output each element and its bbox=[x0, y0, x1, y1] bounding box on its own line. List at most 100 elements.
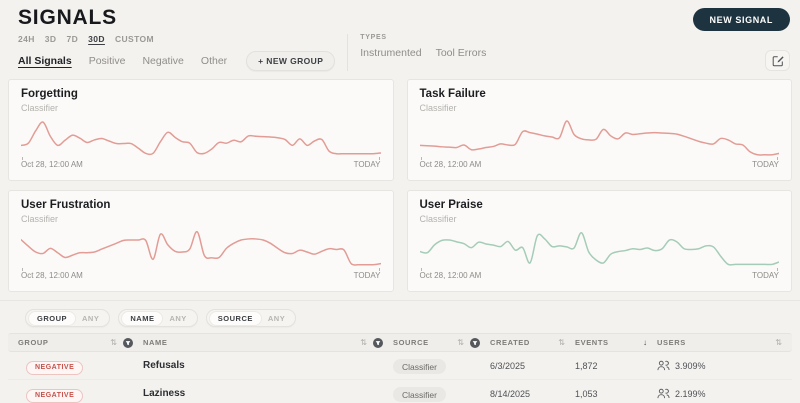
filter-chip-source[interactable]: SOURCE ANY bbox=[205, 309, 297, 327]
sort-icon-name[interactable]: ⇅ bbox=[360, 337, 367, 347]
table-body: NEGATIVE Refusals Classifier 6/3/2025 1,872 3… bbox=[8, 352, 792, 403]
new-group-button[interactable]: + NEW GROUP bbox=[246, 51, 336, 71]
filter-icon-name[interactable] bbox=[373, 337, 383, 348]
sparkline bbox=[420, 115, 780, 159]
sparkline bbox=[21, 115, 381, 159]
users-value: 2.199% bbox=[675, 388, 706, 399]
sparkline bbox=[420, 226, 780, 270]
time-range-7d[interactable]: 7D bbox=[66, 34, 79, 44]
cell-source: Classifier bbox=[393, 385, 490, 403]
group-badge: NEGATIVE bbox=[26, 388, 84, 403]
new-signal-button[interactable]: NEW SIGNAL bbox=[692, 8, 790, 31]
chart-subtitle: Classifier bbox=[419, 214, 457, 224]
filter-chip-name[interactable]: NAME ANY bbox=[118, 309, 198, 327]
cell-created: 6/3/2025 bbox=[490, 360, 526, 371]
filter-chips: GROUP ANY NAME ANY SOURCE ANY bbox=[0, 309, 800, 327]
column-label: CREATED bbox=[490, 338, 530, 347]
cell-name: Refusals bbox=[143, 360, 185, 371]
users-value: 3.909% bbox=[675, 360, 706, 371]
edit-layout-button[interactable] bbox=[765, 50, 790, 71]
axis-start-label: Oct 28, 12:00 AM bbox=[419, 160, 482, 169]
table-row-laziness[interactable]: NEGATIVE Laziness Classifier 8/14/2025 1,053… bbox=[8, 380, 792, 403]
chart-axis: Oct 28, 12:00 AM TODAY bbox=[21, 271, 381, 280]
axis-start-label: Oct 28, 12:00 AM bbox=[21, 160, 83, 169]
cell-name: Laziness bbox=[143, 388, 186, 399]
cell-group: NEGATIVE bbox=[18, 384, 143, 403]
sort-icon-created[interactable]: ⇅ bbox=[558, 337, 565, 347]
axis-start-label: Oct 28, 12:00 AM bbox=[21, 271, 83, 280]
filter-icon-group[interactable] bbox=[123, 337, 133, 348]
axis-tick-end bbox=[378, 157, 380, 160]
table-header: GROUP ⇅ NAME ⇅ SOURCE ⇅ CREATED ⇅ EVENTS ↓ USERS ⇅ bbox=[8, 333, 792, 352]
chart-subtitle: Classifier bbox=[21, 214, 59, 224]
source-chip: Classifier bbox=[393, 387, 446, 402]
column-label: EVENTS bbox=[575, 338, 609, 347]
edit-icon bbox=[772, 55, 784, 67]
cell-users: 2.199% bbox=[657, 388, 792, 399]
charts-grid: Forgetting Classifier Oct 28, 12:00 AM TODA… bbox=[0, 71, 800, 292]
axis-end-label: TODAY bbox=[752, 160, 779, 169]
tab-all-signals[interactable]: All Signals bbox=[18, 55, 72, 67]
column-header-created: CREATED ⇅ bbox=[490, 334, 575, 351]
column-label: SOURCE bbox=[393, 338, 429, 347]
users-icon bbox=[657, 360, 670, 371]
axis-start-label: Oct 28, 12:00 AM bbox=[419, 271, 482, 280]
chart-card-forgetting[interactable]: Forgetting Classifier Oct 28, 12:00 AM TODA… bbox=[8, 79, 394, 181]
filter-chip-value: ANY bbox=[169, 313, 187, 323]
chart-card-user-frustration[interactable]: User Frustration Classifier Oct 28, 12:00 … bbox=[8, 190, 394, 292]
column-header-events: EVENTS ↓ bbox=[575, 334, 657, 351]
chart-title: User Praise bbox=[419, 199, 483, 211]
chart-axis: Oct 28, 12:00 AM TODAY bbox=[420, 160, 780, 169]
axis-tick-end bbox=[777, 268, 778, 271]
chart-title: User Frustration bbox=[21, 199, 111, 211]
axis-tick-start bbox=[420, 157, 422, 160]
chart-axis: Oct 28, 12:00 AM TODAY bbox=[21, 160, 381, 169]
users-icon bbox=[657, 388, 670, 399]
tab-negative[interactable]: Negative bbox=[142, 55, 184, 67]
nav-row: 24H 3D 7D 30D CUSTOM All Signals Positive Nega… bbox=[0, 31, 800, 71]
cell-group: NEGATIVE bbox=[18, 356, 143, 375]
time-range-3d[interactable]: 3D bbox=[44, 34, 57, 44]
column-header-source: SOURCE ⇅ bbox=[393, 334, 490, 351]
chart-card-task-failure[interactable]: Task Failure Classifier Oct 28, 12:00 AM TO… bbox=[406, 79, 792, 181]
tab-other[interactable]: Other bbox=[200, 55, 228, 67]
cell-events: 1,872 bbox=[575, 360, 598, 371]
type-instrumented[interactable]: Instrumented bbox=[360, 47, 422, 59]
time-range-custom[interactable]: CUSTOM bbox=[114, 34, 155, 44]
page-title: SIGNALS bbox=[18, 6, 117, 29]
filter-icon-source[interactable] bbox=[470, 337, 480, 348]
sort-icon-source[interactable]: ⇅ bbox=[457, 337, 464, 347]
chart-subtitle: Classifier bbox=[21, 103, 59, 113]
time-range-30d[interactable]: 30D bbox=[88, 34, 105, 44]
filter-chip-value: ANY bbox=[82, 313, 100, 323]
page-header: SIGNALS NEW SIGNAL bbox=[0, 0, 800, 31]
filter-chip-key: SOURCE bbox=[208, 310, 262, 326]
axis-end-label: TODAY bbox=[353, 160, 381, 169]
chart-title: Task Failure bbox=[419, 88, 486, 100]
chart-subtitle: Classifier bbox=[419, 103, 457, 113]
axis-tick-start bbox=[22, 157, 23, 160]
type-tool-errors[interactable]: Tool Errors bbox=[435, 47, 487, 59]
types-section: TYPES Instrumented Tool Errors bbox=[360, 34, 486, 71]
chart-axis: Oct 28, 12:00 AM TODAY bbox=[420, 271, 780, 280]
sort-icon-group[interactable]: ⇅ bbox=[110, 337, 117, 347]
sort-icon-users[interactable]: ⇅ bbox=[775, 337, 782, 347]
signals-panel: GROUP ANY NAME ANY SOURCE ANY GROUP ⇅ NAME ⇅ SOUR… bbox=[0, 300, 800, 403]
vertical-divider bbox=[347, 34, 349, 71]
time-range-24h[interactable]: 24H bbox=[18, 34, 35, 44]
types-label: TYPES bbox=[360, 34, 387, 41]
chart-card-user-praise[interactable]: User Praise Classifier Oct 28, 12:00 AM TOD… bbox=[406, 190, 792, 292]
time-range-tabs: 24H 3D 7D 30D CUSTOM bbox=[18, 34, 335, 44]
table-row-refusals[interactable]: NEGATIVE Refusals Classifier 6/3/2025 1,872 3… bbox=[8, 352, 792, 380]
axis-tick-end bbox=[378, 268, 380, 271]
column-header-group: GROUP ⇅ bbox=[18, 334, 143, 351]
filter-chip-group[interactable]: GROUP ANY bbox=[25, 309, 111, 327]
column-label: GROUP bbox=[18, 338, 49, 347]
tab-positive[interactable]: Positive bbox=[88, 55, 126, 67]
sort-icon-events[interactable]: ↓ bbox=[643, 337, 647, 347]
cell-created: 8/14/2025 bbox=[490, 388, 531, 399]
chart-title: Forgetting bbox=[21, 88, 78, 100]
cell-users: 3.909% bbox=[657, 360, 792, 371]
axis-end-label: TODAY bbox=[752, 271, 779, 280]
